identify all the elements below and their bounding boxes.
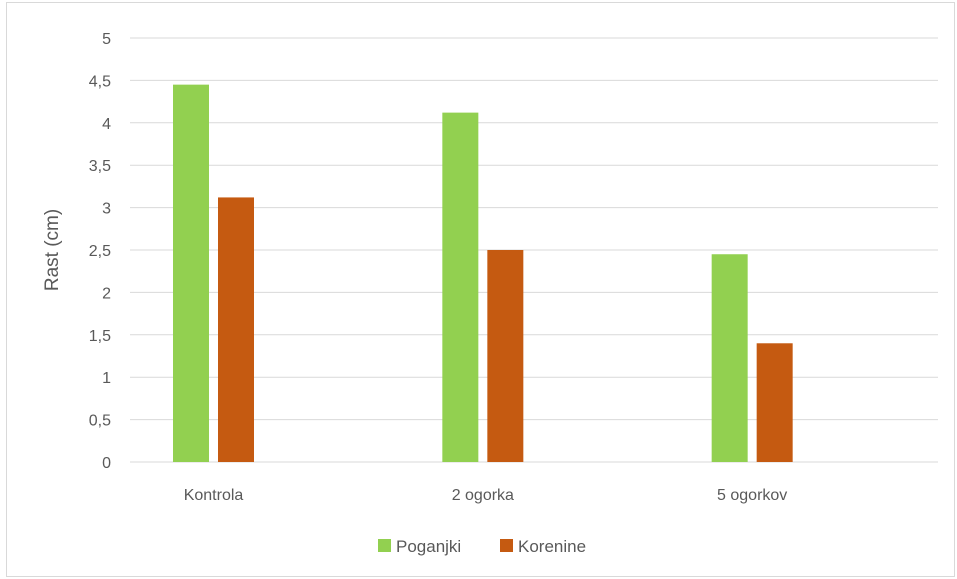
y-tick-label: 0,5 xyxy=(89,413,111,430)
y-tick-label: 3 xyxy=(102,201,111,218)
x-axis-tick-labels: Kontrola 2 ogorka 5 ogorkov xyxy=(184,487,788,504)
legend-label-korenine: Korenine xyxy=(518,537,586,556)
bar-korenine-1 xyxy=(487,250,524,462)
y-tick-label: 5 xyxy=(102,31,111,48)
y-axis-tick-labels: 0 0,5 1 1,5 2 2,5 3 3,5 4 4,5 5 xyxy=(89,31,111,472)
legend-swatch-korenine xyxy=(500,539,513,552)
bar-poganjki-0 xyxy=(173,84,209,462)
y-tick-label: 1 xyxy=(102,370,111,387)
x-tick-label: Kontrola xyxy=(184,487,244,504)
chart-frame xyxy=(6,2,955,577)
y-tick-label: 2 xyxy=(102,285,111,302)
gridlines xyxy=(130,37,938,463)
y-axis-title: Rast (cm) xyxy=(42,209,63,291)
bar-poganjki-2 xyxy=(711,254,748,462)
y-tick-label: 0 xyxy=(102,455,111,472)
y-tick-label: 4,5 xyxy=(89,73,111,90)
y-tick-label: 2,5 xyxy=(89,243,111,260)
bars xyxy=(173,84,793,463)
legend: Poganjki Korenine xyxy=(378,537,586,556)
bar-korenine-0 xyxy=(218,197,254,462)
bar-korenine-2 xyxy=(756,343,793,462)
bar-poganjki-1 xyxy=(442,112,479,463)
legend-swatch-poganjki xyxy=(378,539,391,552)
legend-label-poganjki: Poganjki xyxy=(396,537,461,556)
x-tick-label: 5 ogorkov xyxy=(717,487,787,504)
y-tick-label: 4 xyxy=(102,116,111,133)
y-tick-label: 3,5 xyxy=(89,158,111,175)
x-tick-label: 2 ogorka xyxy=(452,487,514,504)
y-tick-label: 1,5 xyxy=(89,328,111,345)
